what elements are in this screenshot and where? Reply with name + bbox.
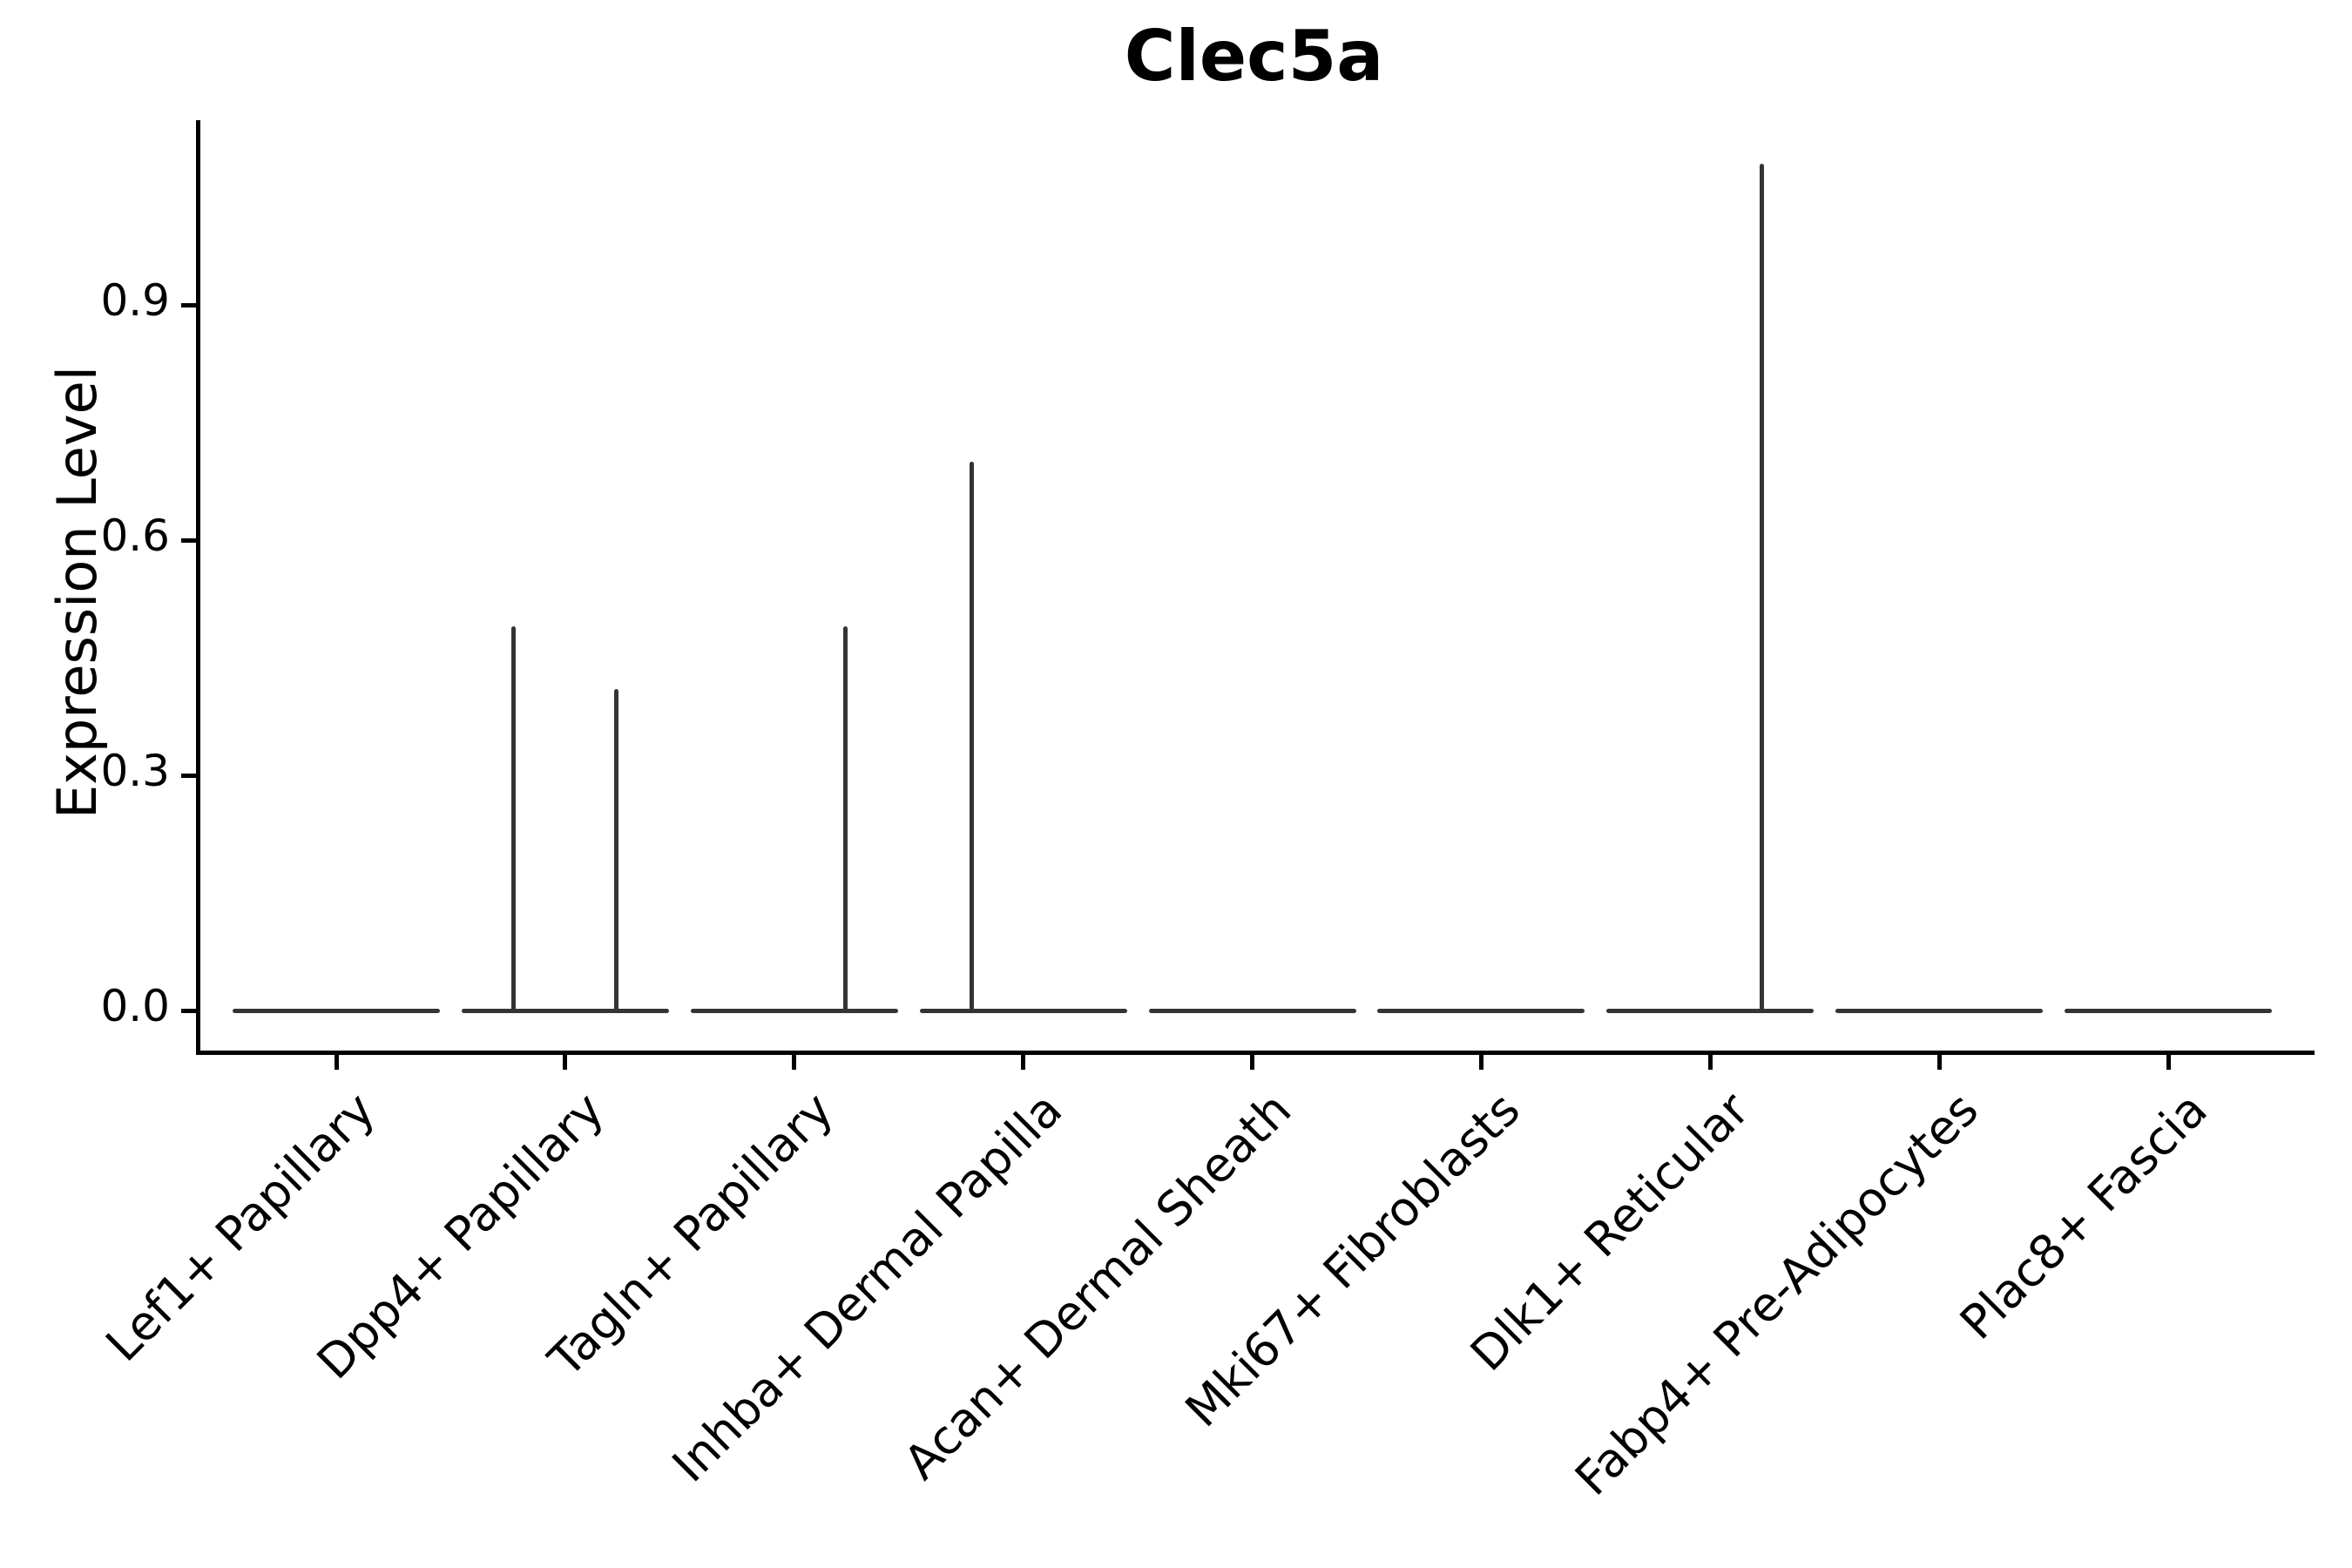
y-tick-label: 0.9 xyxy=(100,275,170,326)
y-tick-label: 0.0 xyxy=(100,981,170,1031)
x-tick-label: Acan+ Dermal Sheath xyxy=(893,1082,1302,1490)
y-tick xyxy=(181,773,196,778)
y-tick xyxy=(181,537,196,543)
violin-zero-bar xyxy=(690,1008,898,1013)
violin-spike xyxy=(969,462,974,1010)
x-axis-line xyxy=(196,1051,2315,1055)
violin-spike xyxy=(510,626,516,1010)
violin-zero-bar xyxy=(1606,1008,1815,1013)
violin-zero-bar xyxy=(1148,1008,1356,1013)
x-tick-label: Inhba+ Dermal Papilla xyxy=(661,1082,1073,1493)
y-tick-label: 0.3 xyxy=(100,746,170,796)
violin-spike xyxy=(613,689,618,1010)
x-tick xyxy=(792,1055,797,1070)
y-tick xyxy=(181,302,196,308)
y-tick xyxy=(181,1008,196,1013)
x-tick xyxy=(334,1055,339,1070)
violin-zero-bar xyxy=(1835,1008,2044,1013)
y-axis-line xyxy=(196,120,200,1055)
x-tick xyxy=(1707,1055,1713,1070)
x-tick xyxy=(1250,1055,1254,1070)
x-tick-label: Plac8+ Fascia xyxy=(1949,1082,2218,1350)
x-tick xyxy=(563,1055,568,1070)
chart-title: Clec5a xyxy=(1124,16,1384,97)
violin-zero-bar xyxy=(461,1008,669,1013)
x-tick xyxy=(2166,1055,2171,1070)
violin-zero-bar xyxy=(1377,1008,1585,1013)
violin-zero-bar xyxy=(919,1008,1127,1013)
x-tick xyxy=(1021,1055,1026,1070)
violin-spike xyxy=(842,626,848,1010)
y-axis-label: Expression Level xyxy=(45,366,109,819)
x-tick xyxy=(1478,1055,1484,1070)
violin-zero-bar xyxy=(2065,1008,2272,1013)
y-tick-label: 0.6 xyxy=(100,510,170,561)
violin-spike xyxy=(1760,164,1765,1010)
x-tick-label: Fabp4+ Pre-Adipocytes xyxy=(1564,1082,1989,1506)
violin-zero-bar xyxy=(233,1008,440,1013)
x-tick xyxy=(1936,1055,1942,1070)
